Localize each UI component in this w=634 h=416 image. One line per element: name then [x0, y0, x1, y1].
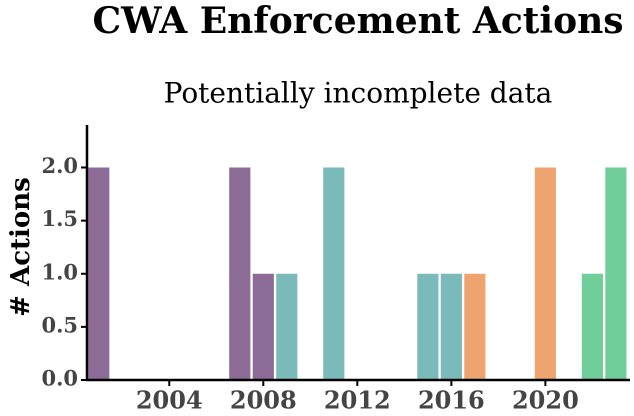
x-tick-label: 2016: [418, 386, 485, 415]
bar: [229, 167, 251, 380]
chart-title: CWA Enforcement Actions: [92, 0, 623, 42]
y-tick-label: 2.0: [41, 153, 78, 178]
bar: [252, 273, 274, 380]
bar: [605, 167, 627, 380]
y-tick-label: 1.0: [41, 259, 78, 284]
y-tick-label: 0.5: [41, 312, 78, 337]
y-tick-label: 0.0: [41, 366, 78, 391]
x-tick-label: 2004: [136, 386, 203, 415]
y-axis-label: # Actions: [6, 177, 36, 317]
bar: [276, 273, 298, 380]
x-tick-label: 2008: [230, 386, 297, 415]
chart-subtitle: Potentially incomplete data: [164, 77, 553, 110]
bar: [464, 273, 486, 380]
bar: [323, 167, 345, 380]
y-tick-label: 1.5: [41, 206, 78, 231]
bar: [581, 273, 603, 380]
bar: [440, 273, 462, 380]
x-tick-label: 2020: [512, 386, 579, 415]
bar: [88, 167, 110, 380]
bar: [534, 167, 556, 380]
x-tick-label: 2012: [324, 386, 391, 415]
bar: [417, 273, 439, 380]
